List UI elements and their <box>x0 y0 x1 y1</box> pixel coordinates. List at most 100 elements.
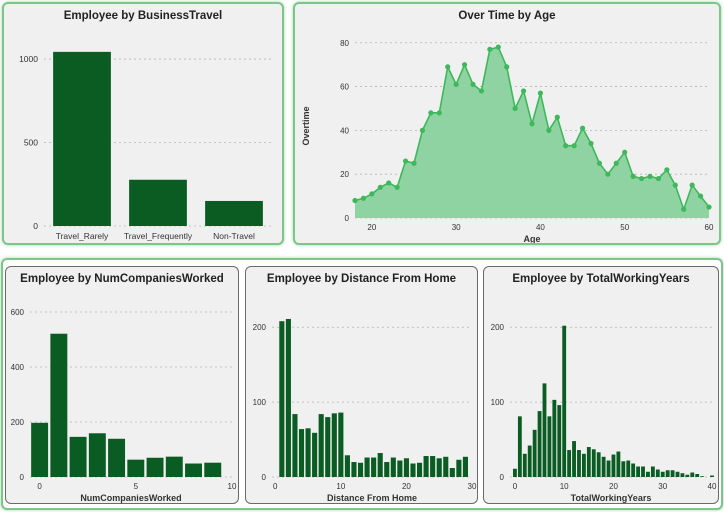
y-tick-label: 20 <box>340 170 349 179</box>
x-tick-label: 0 <box>37 482 42 491</box>
data-point <box>360 195 367 201</box>
data-point <box>411 160 417 166</box>
bar <box>53 51 111 226</box>
bar <box>292 414 298 477</box>
y-tick-label: 0 <box>262 473 267 482</box>
x-tick-label: 20 <box>402 482 411 491</box>
x-tick-label: 60 <box>705 223 714 232</box>
x-tick-label: 20 <box>367 223 376 232</box>
bar <box>390 457 396 477</box>
bar <box>397 460 403 477</box>
x-tick-label: Travel_Rarely <box>56 231 109 241</box>
y-tick-label: 600 <box>11 308 25 317</box>
bar <box>611 454 616 477</box>
bar <box>69 436 87 477</box>
distance-chart: 0 100 200 0 10 20 30 Distance From Home <box>253 318 477 503</box>
bar <box>449 468 455 477</box>
x-tick-label: 30 <box>658 482 667 491</box>
bar <box>641 466 645 477</box>
bar <box>88 433 106 477</box>
area-fill <box>355 47 709 219</box>
data-point <box>529 121 535 127</box>
data-point <box>495 44 501 50</box>
bar <box>670 470 675 477</box>
bar <box>665 470 670 477</box>
y-tick-label: 100 <box>491 398 505 407</box>
y-tick-label: 60 <box>340 83 349 92</box>
bar <box>572 441 576 477</box>
x-tick-label: 0 <box>513 482 518 491</box>
data-point <box>579 125 586 131</box>
bar <box>557 405 562 477</box>
data-point <box>613 160 619 166</box>
data-point <box>647 173 653 179</box>
bar <box>655 469 660 477</box>
x-tick-label: 20 <box>609 482 618 491</box>
data-point <box>461 62 468 68</box>
bar <box>626 460 631 477</box>
bar <box>690 472 695 477</box>
data-point <box>630 173 636 179</box>
business-travel-chart: 0 500 1000 Travel_Rarely Travel_Frequently No… <box>19 51 272 241</box>
chart-title: Employee by Distance From Home <box>266 273 457 285</box>
bar <box>338 412 344 477</box>
data-point <box>622 149 628 155</box>
x-tick-label: 10 <box>228 482 237 491</box>
y-tick-label: 40 <box>340 126 349 135</box>
y-tick-label: 100 <box>253 398 267 407</box>
bar <box>298 429 305 477</box>
bar <box>325 417 331 477</box>
data-point <box>394 184 400 190</box>
bar <box>410 463 416 477</box>
bar <box>364 457 370 477</box>
bar <box>344 455 350 477</box>
data-point <box>402 158 409 164</box>
x-tick-label: 50 <box>620 223 629 232</box>
bar <box>636 466 641 477</box>
bar <box>185 463 202 477</box>
data-point <box>377 184 383 190</box>
data-point <box>369 191 375 197</box>
y-tick-label: 1000 <box>19 54 38 64</box>
chart-title: Employee by TotalWorkingYears <box>512 273 690 285</box>
data-point <box>664 167 670 173</box>
x-axis-label: TotalWorkingYears <box>571 493 652 503</box>
data-point <box>563 143 569 149</box>
working-years-chart: 0 100 200 0 10 20 30 40 TotalWorkingYears <box>491 323 717 503</box>
data-point <box>386 180 392 186</box>
bar <box>456 459 462 477</box>
bar <box>601 456 606 477</box>
y-tick-label: 80 <box>340 39 349 48</box>
bar <box>127 459 145 477</box>
x-axis-label: Distance From Home <box>327 493 417 503</box>
bar <box>596 452 601 477</box>
bar <box>462 456 468 477</box>
x-tick-label: Non-Travel <box>213 231 255 241</box>
bar <box>50 333 68 477</box>
data-point <box>445 64 451 70</box>
distance-card: Employee by Distance From Home 0 100 200 0 1… <box>245 266 478 504</box>
data-point <box>487 46 493 52</box>
y-tick-label: 200 <box>11 418 25 427</box>
bar <box>547 416 552 477</box>
x-tick-label: 5 <box>134 482 139 491</box>
bar <box>522 453 527 477</box>
x-tick-label: Travel_Frequently <box>124 231 193 241</box>
overtime-chart: 0 20 40 60 80 20 30 40 50 60 Age Overtime <box>301 39 714 243</box>
data-point <box>478 88 485 94</box>
bar <box>371 457 377 477</box>
bar <box>650 466 655 477</box>
bar <box>416 462 423 477</box>
data-point <box>436 110 442 116</box>
bar <box>423 456 429 477</box>
bar <box>384 462 390 477</box>
bar <box>403 458 409 477</box>
bar <box>305 428 311 477</box>
data-point <box>672 182 678 188</box>
bar <box>318 414 324 477</box>
data-point <box>638 175 645 182</box>
data-point <box>706 204 712 210</box>
data-point <box>419 127 426 133</box>
bar <box>436 458 442 477</box>
data-point <box>681 206 687 212</box>
